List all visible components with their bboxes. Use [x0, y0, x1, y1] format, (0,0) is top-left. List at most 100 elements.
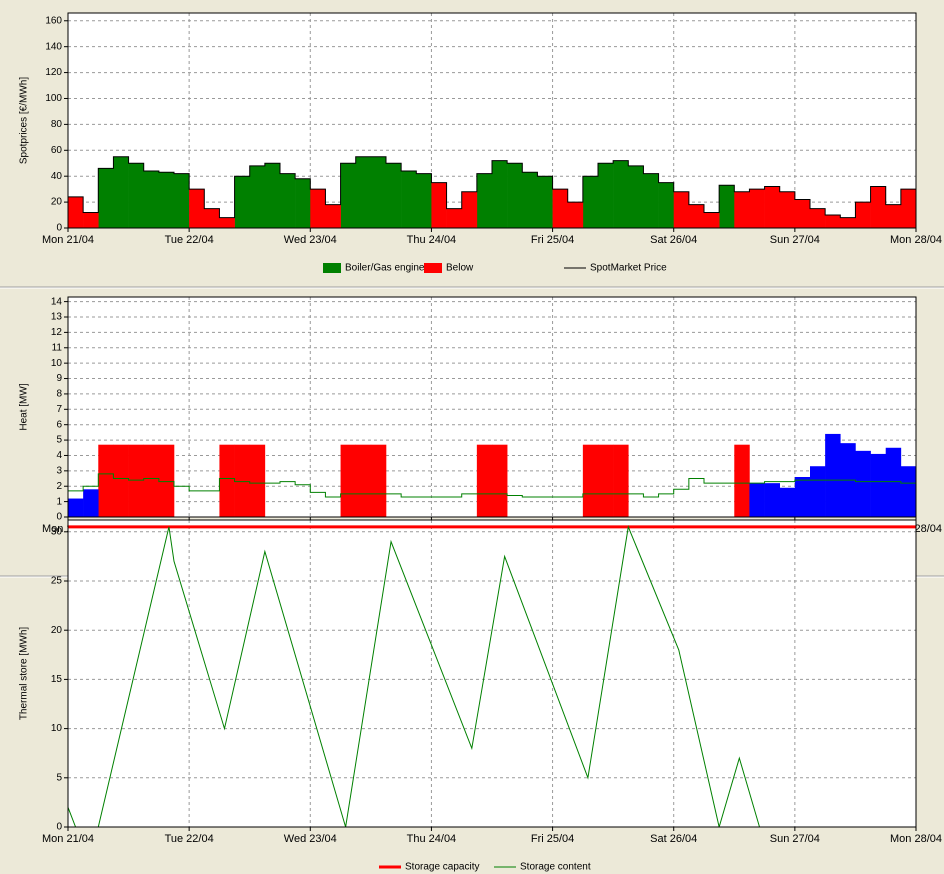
y-tick-label: 0	[56, 822, 62, 833]
bar	[355, 444, 372, 517]
bar	[174, 173, 190, 228]
legend-label: Boiler/Gas engine	[345, 263, 425, 274]
bar	[794, 477, 811, 517]
x-tick-label: Thu 24/04	[407, 234, 457, 246]
bar	[446, 208, 463, 228]
series-line	[68, 156, 916, 219]
bar	[68, 498, 84, 517]
bar	[431, 182, 447, 228]
plot-marks	[68, 433, 916, 517]
plot-marks	[68, 525, 916, 827]
plot-border	[67, 519, 917, 828]
y-tick-label: 5	[56, 435, 62, 446]
bar	[249, 444, 266, 517]
y-axis-label: Thermal store [MWh]	[19, 627, 30, 721]
bar	[658, 182, 675, 228]
legend-label: Below	[446, 263, 474, 274]
bar	[764, 483, 781, 517]
bar	[325, 204, 341, 228]
bar	[189, 189, 205, 228]
bar	[825, 215, 841, 228]
y-tick-label: 160	[45, 15, 62, 26]
plot-border	[67, 296, 917, 518]
x-tick-label: Thu 24/04	[407, 833, 457, 845]
y-tick-label: 100	[45, 93, 62, 104]
bar	[840, 217, 856, 228]
x-tick-label: Tue 22/04	[165, 234, 214, 246]
bar	[264, 163, 281, 228]
bar	[128, 444, 145, 517]
bar	[340, 444, 357, 517]
bar	[900, 466, 916, 517]
bar	[234, 176, 251, 228]
y-tick-label: 25	[51, 576, 63, 587]
bar	[476, 444, 493, 517]
bar	[734, 191, 750, 228]
y-tick-label: 11	[52, 342, 63, 353]
bar	[416, 173, 432, 228]
y-tick-label: 0	[56, 512, 62, 523]
y-axis-label: Heat [MW]	[19, 383, 30, 430]
bar	[507, 163, 523, 228]
bar	[719, 185, 735, 228]
bar	[537, 176, 553, 228]
bar	[810, 466, 826, 517]
y-tick-label: 0	[56, 223, 62, 234]
bar	[628, 165, 644, 228]
bar	[688, 204, 705, 228]
bar	[355, 156, 372, 228]
bar	[582, 444, 599, 517]
bar	[476, 173, 493, 228]
x-tick-label: Sun 27/04	[770, 234, 820, 246]
y-tick-label: 3	[56, 465, 62, 476]
bar	[143, 171, 160, 228]
legend-swatch	[424, 263, 442, 273]
bar	[340, 163, 357, 228]
bar	[158, 444, 175, 517]
bar	[113, 444, 129, 517]
plot-marks	[68, 156, 916, 228]
y-tick-label: 30	[51, 526, 63, 537]
bar	[280, 173, 296, 228]
bar	[113, 156, 129, 228]
x-tick-label: Sat 26/04	[650, 833, 697, 845]
bar	[522, 172, 538, 228]
y-tick-label: 10	[51, 723, 63, 734]
bar	[794, 199, 811, 228]
legend-label: SpotMarket Price	[590, 263, 667, 274]
x-tick-label: Sat 26/04	[650, 234, 697, 246]
y-tick-label: 6	[56, 419, 62, 430]
plot-border	[67, 12, 917, 229]
bar	[567, 202, 584, 228]
bar	[779, 487, 796, 517]
bar	[825, 433, 841, 517]
bar	[643, 173, 659, 228]
y-tick-label: 8	[56, 389, 62, 400]
x-tick-label: Mon 28/04	[890, 234, 942, 246]
x-tick-label: Tue 22/04	[165, 833, 214, 845]
bar	[613, 160, 629, 228]
x-tick-label: Mon 28/04	[890, 833, 942, 845]
plot-area	[68, 520, 916, 827]
bar	[779, 191, 796, 228]
bar	[598, 444, 614, 517]
bar	[749, 483, 765, 517]
bar	[552, 189, 569, 228]
bar	[370, 444, 387, 517]
bar	[900, 189, 916, 228]
x-tick-label: Wed 23/04	[284, 833, 337, 845]
bar	[749, 189, 765, 228]
y-tick-label: 140	[45, 41, 62, 52]
bar	[249, 165, 266, 228]
bar	[295, 178, 311, 228]
bar	[68, 196, 84, 228]
bar	[885, 447, 902, 517]
y-tick-label: 120	[45, 67, 62, 78]
y-tick-label: 80	[51, 119, 63, 130]
x-tick-label: Fri 25/04	[531, 833, 574, 845]
bar	[673, 191, 690, 228]
bar	[98, 444, 114, 517]
x-tick-label: Sun 27/04	[770, 833, 820, 845]
bar	[870, 453, 887, 517]
bar	[855, 202, 871, 228]
